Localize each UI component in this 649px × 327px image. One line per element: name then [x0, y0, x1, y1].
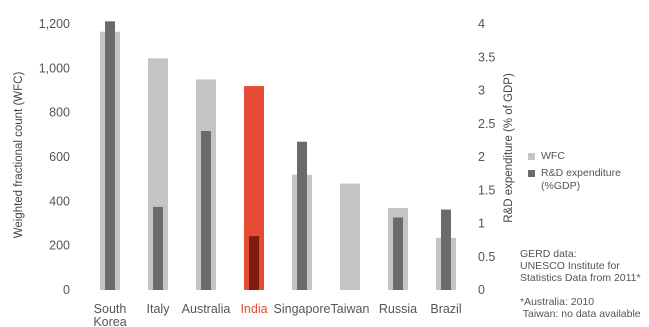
right-tick-label: 0 — [478, 283, 485, 297]
left-tick-label: 600 — [49, 150, 70, 164]
legend-label-rd-line2: (%GDP) — [541, 180, 581, 192]
legend-swatch-rd — [528, 170, 535, 177]
footnote-line: Taiwan: no data available — [520, 308, 641, 320]
left-tick-label: 400 — [49, 194, 70, 208]
gerd-note-line: UNESCO Institute for — [520, 260, 620, 272]
category-label: Italy — [147, 302, 171, 316]
wfc-bar — [340, 183, 360, 290]
footnote-line: *Australia: 2010 — [520, 296, 595, 308]
right-axis-label: R&D expenditure (% of GDP) — [503, 73, 515, 223]
category-label: South — [94, 302, 127, 316]
left-tick-label: 800 — [49, 106, 70, 120]
rd-bar — [105, 21, 115, 291]
right-tick-label: 1 — [478, 217, 485, 231]
rd-bars — [105, 21, 451, 291]
gerd-note: GERD data: UNESCO Institute for Statisti… — [520, 248, 641, 284]
left-tick-label: 1,200 — [39, 17, 70, 31]
category-label: Russia — [379, 302, 417, 316]
legend-label-wfc: WFC — [541, 150, 565, 162]
legend: WFC R&D expenditure (%GDP) — [528, 150, 621, 197]
right-tick-label: 3 — [478, 84, 485, 98]
gerd-note-line: Statistics Data from 2011* — [520, 272, 641, 284]
rd-bar — [393, 217, 403, 290]
rd-bar — [249, 236, 259, 290]
rd-bar — [201, 131, 211, 290]
right-tick-label: 2.5 — [478, 117, 495, 131]
category-label: Australia — [182, 302, 231, 316]
legend-item-rd: R&D expenditure (%GDP) — [528, 167, 621, 193]
left-tick-label: 1,000 — [39, 61, 70, 75]
footnote: *Australia: 2010 Taiwan: no data availab… — [520, 296, 641, 320]
legend-swatch-wfc — [528, 153, 535, 160]
rd-bar — [441, 209, 451, 290]
category-label-line2: Korea — [93, 315, 126, 327]
left-axis-label: Weighted fractional count (WFC) — [13, 72, 25, 239]
left-tick-label: 0 — [63, 283, 70, 297]
right-tick-label: 2 — [478, 150, 485, 164]
left-tick-label: 200 — [49, 239, 70, 253]
legend-item-wfc: WFC — [528, 150, 621, 163]
right-tick-label: 1.5 — [478, 183, 495, 197]
category-label: Singapore — [274, 302, 331, 316]
gerd-note-line: GERD data: — [520, 248, 577, 260]
right-axis-ticks: 0 0.5 1 1.5 2 2.5 3 3.5 4 — [478, 17, 495, 297]
rd-bar — [297, 141, 307, 290]
right-tick-label: 3.5 — [478, 50, 495, 64]
right-tick-label: 4 — [478, 17, 485, 31]
right-tick-label: 0.5 — [478, 250, 495, 264]
legend-label-rd: R&D expenditure — [541, 167, 621, 179]
category-label: Taiwan — [331, 302, 370, 316]
category-label: Brazil — [430, 302, 461, 316]
left-axis-ticks: 0 200 400 600 800 1,000 1,200 — [39, 17, 70, 297]
rd-bar — [153, 206, 163, 290]
category-label: India — [240, 302, 267, 316]
